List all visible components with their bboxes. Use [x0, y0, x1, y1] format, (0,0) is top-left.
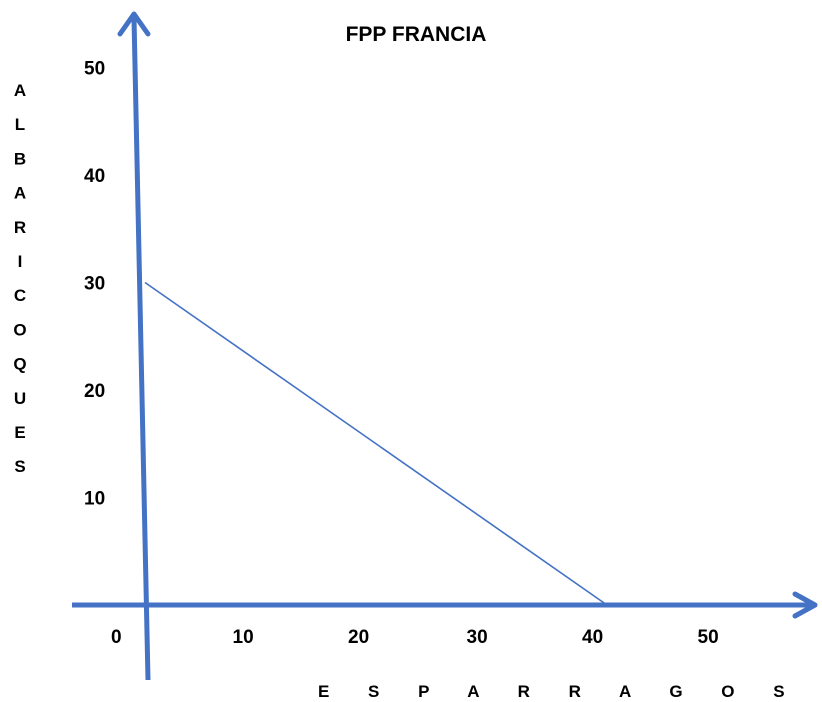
y-axis-line — [131, 17, 151, 681]
y-axis-label-letter: R — [14, 218, 26, 237]
ppf-line — [144, 281, 608, 606]
y-axis-label-letter: A — [14, 81, 26, 100]
y-axis-label-letter: I — [18, 252, 23, 271]
y-axis-label-letter: A — [14, 184, 26, 203]
y-tick-label: 40 — [84, 166, 105, 187]
y-tick-labels: 10 20 30 40 50 — [84, 59, 105, 510]
x-tick-label: 10 — [233, 627, 254, 648]
x-tick-label: 0 — [111, 627, 122, 648]
y-tick-label: 20 — [84, 381, 105, 402]
x-tick-labels: 0 10 20 30 40 50 — [111, 627, 719, 648]
y-axis-label-letter: U — [14, 389, 26, 408]
y-axis-label-letter: O — [13, 320, 26, 339]
x-tick-label: 50 — [698, 627, 719, 648]
y-axis-label-letter: Q — [13, 355, 26, 374]
x-tick-label: 30 — [467, 627, 488, 648]
axes — [72, 11, 818, 681]
y-axis-label-letter: E — [14, 423, 25, 442]
chart-title: FPP FRANCIA — [346, 23, 487, 46]
y-tick-label: 30 — [84, 274, 105, 295]
y-axis-label-letter: B — [14, 149, 26, 168]
y-axis-label-letter: C — [14, 286, 26, 305]
x-tick-label: 20 — [348, 627, 369, 648]
x-tick-label: 40 — [582, 627, 603, 648]
y-axis-arrowhead — [117, 11, 151, 37]
x-axis-arrowhead — [792, 591, 818, 619]
y-axis-label-letter: S — [14, 457, 25, 476]
y-tick-label: 50 — [84, 59, 105, 80]
x-axis-label: E S P A R R A G O S — [318, 682, 802, 701]
y-axis-label-letter: L — [15, 115, 25, 134]
y-tick-label: 10 — [84, 489, 105, 510]
series-layer — [144, 281, 608, 606]
